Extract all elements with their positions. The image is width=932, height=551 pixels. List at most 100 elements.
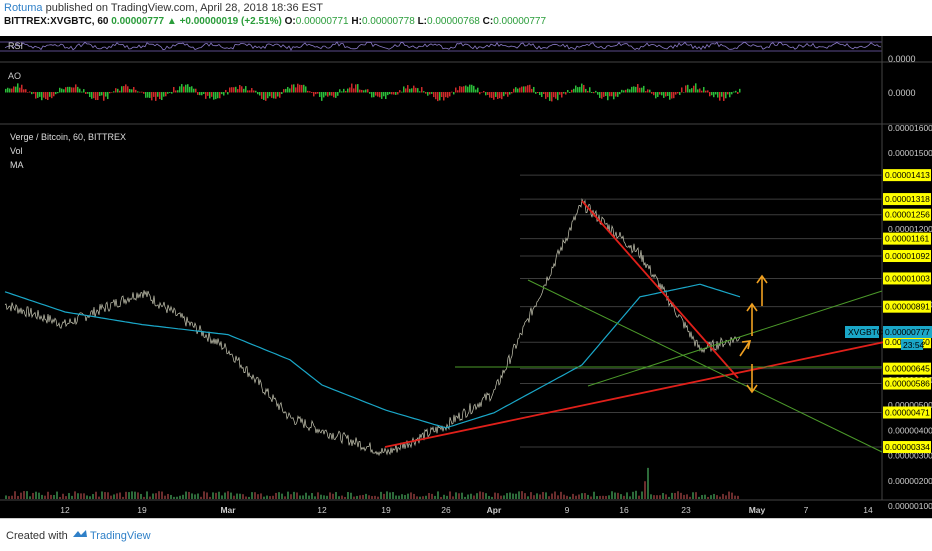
ao-bar [375, 92, 377, 96]
volume-bar [281, 493, 283, 499]
ao-bar [285, 88, 287, 93]
footer: Created with TradingView [0, 518, 932, 551]
ao-bar [49, 92, 51, 97]
ao-bar [605, 92, 607, 96]
ao-bar [181, 84, 183, 93]
volume-bar [116, 493, 118, 499]
volume-bar [254, 492, 256, 499]
volume-bar [140, 493, 142, 499]
ao-bar [447, 92, 449, 98]
ao-bar [145, 92, 147, 98]
volume-bar [506, 493, 508, 499]
ao-bar [553, 92, 555, 98]
rsi-value: 0.0000 [888, 54, 916, 64]
vol-label: Vol [10, 146, 23, 156]
ao-bar [311, 92, 313, 93]
ao-bar [223, 92, 225, 96]
volume-bar [23, 491, 25, 499]
ao-bar [633, 86, 635, 93]
volume-bar [686, 494, 688, 499]
volume-bar [608, 495, 610, 499]
ao-bar [723, 92, 725, 101]
ao-bar [141, 91, 143, 93]
ao-bar [243, 88, 245, 93]
ao-bar [395, 92, 397, 95]
volume-bar [452, 496, 454, 499]
ao-bar [661, 92, 663, 96]
volume-bar [713, 493, 715, 499]
volume-bar [728, 491, 730, 499]
author-link[interactable]: Rotuma [4, 2, 43, 14]
last-price: 0.00000777 [111, 16, 165, 27]
ma-label: MA [10, 160, 24, 170]
ao-bar [209, 92, 211, 99]
ao-bar [151, 92, 153, 101]
current-price-label: 0.00000777 [885, 327, 930, 337]
tradingview-link[interactable]: TradingView [90, 530, 151, 542]
chart-stage[interactable]: RSI 0.0000 AO 0.0000 [0, 36, 932, 518]
ao-bar [197, 92, 199, 95]
volume-bar [443, 494, 445, 499]
ao-bar [55, 92, 57, 95]
volume-bar [158, 491, 160, 499]
volume-bar [92, 494, 94, 499]
ao-bar [89, 92, 91, 98]
time-axis[interactable]: 12 19 Mar 12 19 26 Apr 9 16 23 May 7 14 [60, 505, 873, 515]
chart-svg[interactable]: RSI 0.0000 AO 0.0000 [0, 36, 932, 518]
ao-bar [195, 88, 197, 93]
volume-bar [131, 491, 133, 499]
volume-bar [335, 492, 337, 499]
volume-bar [11, 495, 13, 499]
volume-bar [698, 496, 700, 499]
ao-bar [721, 92, 723, 97]
ao-bar [479, 92, 481, 95]
price-series [4, 198, 741, 457]
volume-bar [305, 492, 307, 499]
ao-bar [47, 92, 49, 100]
ao-bar [359, 89, 361, 93]
volume-bar [14, 491, 16, 499]
volume-bar [623, 495, 625, 499]
volume-bar [476, 493, 478, 499]
volume-bar [524, 493, 526, 499]
volume-bar [479, 491, 481, 499]
volume-bar [431, 493, 433, 499]
ao-bar [461, 86, 463, 93]
volume-bar [542, 492, 544, 499]
ao-bar [607, 92, 609, 101]
ao-bar [73, 87, 75, 93]
ao-bar [441, 92, 443, 98]
volume-bar [347, 492, 349, 499]
ao-bar [589, 87, 591, 93]
ao-bar [161, 92, 163, 101]
volume-bar [266, 495, 268, 499]
ao-bar [535, 92, 537, 94]
volume-bar [497, 493, 499, 499]
ao-bar [185, 84, 187, 93]
price-tick: 0.00001600 [888, 123, 932, 133]
ao-bar [105, 92, 107, 97]
volume-bar [182, 494, 184, 499]
volume-bar [86, 495, 88, 499]
ao-bar [83, 89, 85, 93]
ao-bar [31, 92, 33, 95]
volume-bar [422, 496, 424, 499]
volume-bar [284, 496, 286, 499]
volume-bar [512, 493, 514, 499]
ao-bar [587, 90, 589, 93]
volume-bar [683, 494, 685, 499]
volume-bar [77, 493, 79, 499]
main-pane: Verge / Bitcoin, 60, BITTREX Vol MA [4, 132, 932, 499]
volume-bar [695, 492, 697, 499]
ao-bar [609, 92, 611, 97]
ao-bar [495, 92, 497, 97]
volume-bar [545, 492, 547, 499]
volume-bar [344, 496, 346, 499]
volume-bar [605, 495, 607, 499]
ao-bar [571, 89, 573, 93]
ao-bar [273, 92, 275, 99]
level-tag-bg [883, 232, 931, 245]
ao-bar [453, 92, 455, 95]
ao-bar [679, 92, 681, 95]
volume-bar [62, 493, 64, 499]
